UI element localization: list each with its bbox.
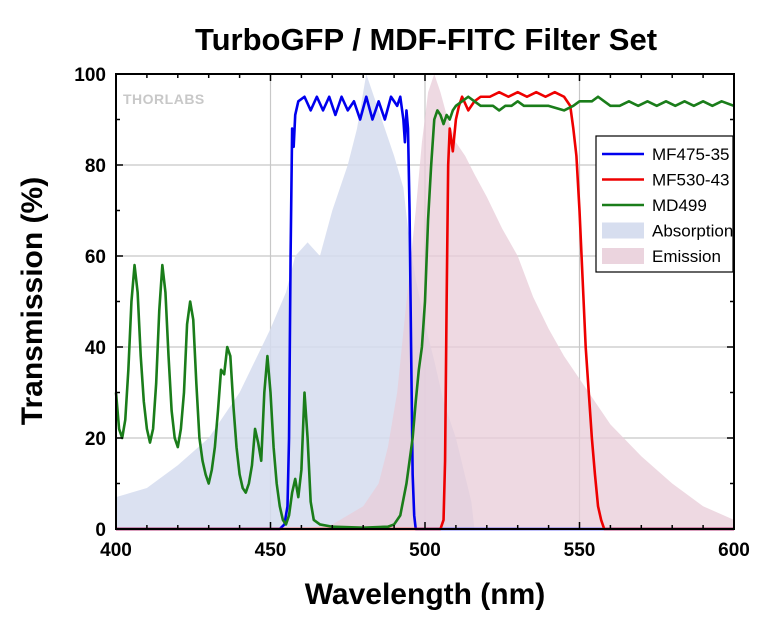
x-tick-label-550: 550 <box>564 540 596 561</box>
y-tick-label-0: 0 <box>95 520 106 541</box>
legend-swatch-emission <box>602 248 644 264</box>
area-emission <box>301 74 734 529</box>
y-axis-label: Transmission (%) <box>16 177 49 425</box>
area-series <box>116 74 734 529</box>
y-tick-label-60: 60 <box>85 247 106 268</box>
area-absorption <box>116 74 475 529</box>
chart-title: TurboGFP / MDF-FITC Filter Set <box>195 22 657 57</box>
x-tick-label-600: 600 <box>718 540 750 561</box>
y-tick-label-20: 20 <box>85 429 106 450</box>
y-tick-label-80: 80 <box>85 156 106 177</box>
thorlabs-watermark: THORLABS <box>123 91 205 107</box>
x-axis-label: Wavelength (nm) <box>305 578 546 611</box>
legend-label-emission: Emission <box>652 247 721 266</box>
legend-label-mf475-35: MF475-35 <box>652 145 729 164</box>
x-tick-labels: 400 450 500 550 600 <box>100 540 750 561</box>
legend: MF475-35 MF530-43 MD499 Absorption Emission <box>595 135 734 273</box>
x-tick-label-400: 400 <box>100 540 132 561</box>
x-tick-label-500: 500 <box>409 540 441 561</box>
line-md499 <box>114 95 735 529</box>
line-mf475-35 <box>116 95 734 531</box>
legend-swatch-absorption <box>602 222 644 239</box>
legend-label-md499: MD499 <box>652 196 707 215</box>
legend-label-mf530-43: MF530-43 <box>652 171 729 190</box>
y-tick-labels: 0 20 40 60 80 100 <box>74 65 106 541</box>
line-mf530-43 <box>116 90 734 531</box>
y-tick-label-40: 40 <box>85 338 106 359</box>
axis-ticks <box>115 73 735 530</box>
legend-label-absorption: Absorption <box>652 222 733 241</box>
y-tick-label-100: 100 <box>74 65 106 86</box>
x-tick-label-450: 450 <box>255 540 287 561</box>
line-series <box>114 90 735 531</box>
